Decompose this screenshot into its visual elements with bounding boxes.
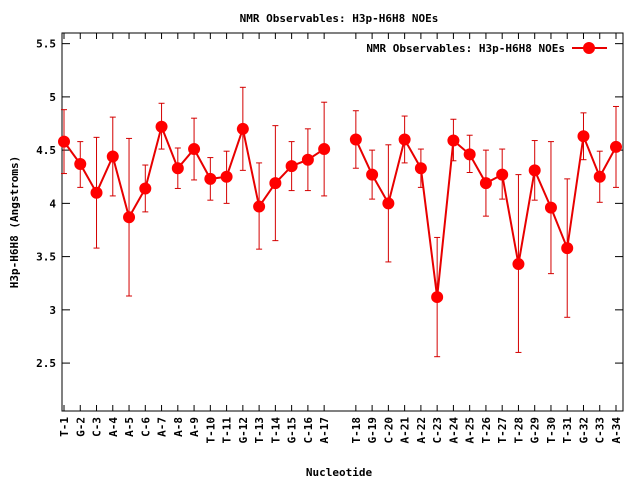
- data-point: [366, 168, 379, 181]
- x-tick-label: A-34: [610, 417, 623, 444]
- data-point: [496, 168, 509, 181]
- data-point: [463, 148, 476, 161]
- x-tick-label: A-25: [464, 417, 477, 444]
- data-point: [610, 140, 622, 153]
- x-tick-label: T-31: [561, 417, 574, 444]
- x-tick-label: G-2: [74, 417, 87, 437]
- data-point: [349, 133, 362, 146]
- x-tick-label: T-27: [496, 417, 509, 444]
- y-tick-label: 4.5: [36, 144, 56, 157]
- y-tick-label: 4: [49, 197, 56, 210]
- x-tick-label: G-29: [529, 417, 542, 444]
- x-tick-label: T-1: [58, 417, 71, 437]
- x-tick-label: C-3: [91, 417, 104, 437]
- x-tick-label: A-9: [188, 417, 201, 437]
- data-point: [431, 291, 444, 304]
- x-tick-label: A-8: [172, 417, 185, 437]
- x-tick-label: T-30: [545, 417, 558, 444]
- y-axis-label: H3p-H6H8 (Angstroms): [8, 156, 21, 288]
- x-tick-label: T-18: [350, 417, 363, 444]
- x-tick-label: G-15: [286, 417, 299, 444]
- data-points: [58, 120, 622, 304]
- data-point: [253, 200, 266, 213]
- x-tick-label: A-17: [318, 417, 331, 444]
- data-point: [285, 160, 298, 173]
- y-tick-label: 3: [49, 304, 56, 317]
- data-point: [414, 162, 427, 175]
- data-point: [512, 258, 525, 271]
- x-tick-label: C-20: [382, 417, 395, 444]
- data-point: [561, 242, 574, 255]
- data-point: [171, 162, 184, 175]
- x-tick-label: T-14: [269, 417, 282, 444]
- data-point: [382, 197, 395, 210]
- data-point: [528, 164, 541, 177]
- x-tick-label: G-12: [237, 417, 250, 444]
- error-bars: [61, 86, 619, 358]
- y-tick-label: 2.5: [36, 357, 56, 370]
- data-point: [318, 143, 331, 156]
- x-tick-label: T-10: [204, 417, 217, 444]
- y-tick-label: 5.5: [36, 38, 56, 51]
- data-point: [398, 133, 411, 146]
- x-tick-label: C-6: [139, 417, 152, 437]
- x-tick-label: G-19: [366, 417, 379, 444]
- x-tick-label: T-26: [480, 417, 493, 444]
- y-axis: 2.5 3 3.5 4 4.5 5 5.5: [36, 38, 623, 370]
- x-tick-label: A-5: [123, 417, 136, 437]
- x-tick-label: C-23: [431, 417, 444, 444]
- data-point: [155, 120, 168, 133]
- y-tick-label: 5: [49, 91, 56, 104]
- data-point: [220, 170, 233, 183]
- x-tick-label: A-21: [399, 417, 412, 444]
- x-tick-label: A-24: [447, 417, 460, 444]
- data-point: [269, 177, 282, 190]
- data-point: [139, 182, 152, 195]
- data-point: [301, 153, 314, 166]
- x-tick-label: C-16: [302, 417, 315, 444]
- x-axis: T-1 G-2 C-3 A-4 A-5 C-6 A-7 A-8 A-9 T-10 T-11 G-12 T…: [58, 33, 623, 444]
- x-axis-label: Nucleotide: [306, 466, 373, 479]
- x-tick-label: C-33: [594, 417, 607, 444]
- data-point: [236, 122, 249, 135]
- y-tick-label: 3.5: [36, 251, 56, 264]
- data-point: [90, 186, 103, 199]
- data-point: [577, 130, 590, 143]
- data-point: [188, 143, 201, 156]
- x-tick-label: A-7: [156, 417, 169, 437]
- data-point: [479, 177, 492, 190]
- legend-label: NMR Observables: H3p-H6H8 NOEs: [366, 42, 565, 55]
- data-point: [123, 211, 136, 224]
- legend: NMR Observables: H3p-H6H8 NOEs: [366, 42, 607, 55]
- data-point: [106, 150, 119, 163]
- data-point: [593, 170, 606, 183]
- data-point: [204, 172, 217, 185]
- legend-marker: [583, 42, 595, 54]
- data-point: [58, 135, 70, 148]
- data-point: [74, 157, 87, 170]
- x-tick-label: T-13: [253, 417, 266, 444]
- x-tick-label: T-11: [221, 417, 234, 444]
- data-point: [544, 201, 557, 214]
- x-tick-label: T-28: [512, 417, 525, 444]
- x-tick-label: A-4: [107, 417, 120, 437]
- data-point: [447, 134, 460, 147]
- x-tick-label: G-32: [577, 417, 590, 444]
- x-tick-label: A-22: [415, 417, 428, 444]
- plot-frame: [61, 32, 624, 412]
- chart-title: NMR Observables: H3p-H6H8 NOEs: [240, 12, 439, 25]
